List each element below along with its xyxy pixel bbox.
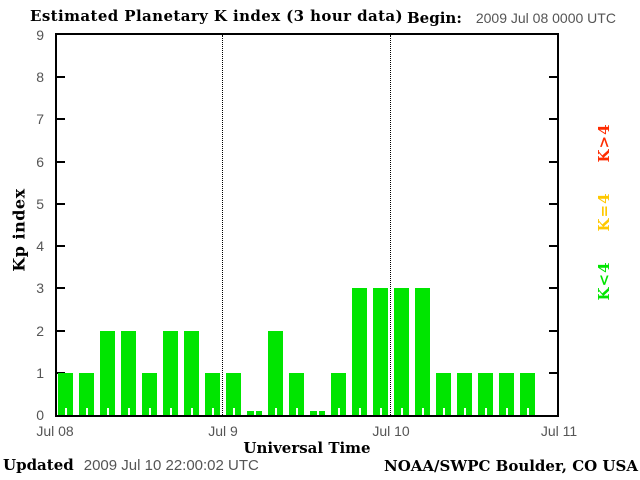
x-tick-notch <box>106 408 109 415</box>
y-tick-label: 6 <box>36 153 44 170</box>
kp-bar <box>331 372 346 415</box>
kp-bar <box>226 372 241 415</box>
plot-frame <box>55 33 559 417</box>
y-tick-label: 8 <box>36 69 44 86</box>
y-tick-right <box>549 76 557 79</box>
x-axis-title: Universal Time <box>243 439 371 457</box>
begin-value: 2009 Jul 08 0000 UTC <box>475 10 616 26</box>
kp-bar <box>520 372 535 415</box>
x-tick-label: Jul 11 <box>540 423 578 439</box>
x-tick-notch <box>64 408 67 415</box>
y-tick-label: 4 <box>36 238 44 255</box>
kp-bar <box>373 288 388 415</box>
updated-value: 2009 Jul 10 22:00:02 UTC <box>83 457 259 474</box>
updated-timestamp: Updated 2009 Jul 10 22:00:02 UTC <box>3 456 259 474</box>
y-tick-right <box>549 202 557 205</box>
kp-bar <box>436 372 451 415</box>
x-tick-notch <box>484 408 487 415</box>
x-tick-notch <box>295 408 298 415</box>
y-tick-left <box>57 245 65 248</box>
y-tick-right <box>549 245 557 248</box>
x-tick-notch <box>274 408 277 415</box>
kp-bar <box>289 372 304 415</box>
kp-bar <box>79 372 94 415</box>
y-tick-label: 7 <box>36 111 44 128</box>
kp-bar <box>415 288 430 415</box>
y-tick-label: 9 <box>36 27 44 43</box>
y-tick-right <box>549 287 557 290</box>
kp-bar <box>184 330 199 415</box>
kp-bar <box>205 372 220 415</box>
kp-bar <box>142 372 157 415</box>
x-tick-notch <box>127 408 130 415</box>
legend-label: K<4 <box>595 261 613 301</box>
y-tick-left <box>57 371 65 374</box>
x-tick-notch <box>463 408 466 415</box>
x-tick-notch <box>253 408 256 415</box>
y-tick-right <box>549 160 557 163</box>
kp-bar <box>499 372 514 415</box>
kp-bar <box>100 330 115 415</box>
kp-bar <box>478 372 493 415</box>
y-tick-label: 3 <box>36 280 44 297</box>
y-tick-left <box>57 118 65 121</box>
x-tick-label: Jul 10 <box>372 423 410 439</box>
kp-bar <box>121 330 136 415</box>
kp-bar <box>352 288 367 415</box>
y-tick-label: 2 <box>36 322 44 339</box>
kp-bar <box>457 372 472 415</box>
y-tick-right <box>549 329 557 332</box>
day-boundary-gridline <box>390 35 391 415</box>
x-tick-notch <box>211 408 214 415</box>
x-tick-label: Jul 9 <box>208 423 238 439</box>
y-tick-left <box>57 287 65 290</box>
y-tick-label: 0 <box>36 407 44 423</box>
x-tick-notch <box>400 408 403 415</box>
y-tick-left <box>57 76 65 79</box>
y-tick-left <box>57 329 65 332</box>
x-tick-label: Jul 08 <box>36 423 74 439</box>
x-tick-notch <box>316 408 319 415</box>
x-tick-notch <box>358 408 361 415</box>
legend-label: K=4 <box>595 192 613 232</box>
x-tick-notch <box>442 408 445 415</box>
credit-text: NOAA/SWPC Boulder, CO USA <box>383 457 638 475</box>
x-tick-notch <box>379 408 382 415</box>
kp-bar <box>163 330 178 415</box>
y-tick-right <box>549 371 557 374</box>
y-tick-left <box>57 160 65 163</box>
legend-label: K>4 <box>595 123 613 163</box>
chart-title: Estimated Planetary K index (3 hour data… <box>30 7 404 25</box>
x-tick-notch <box>337 408 340 415</box>
updated-label: Updated <box>3 456 74 474</box>
x-tick-notch <box>526 408 529 415</box>
y-tick-left <box>57 202 65 205</box>
kp-bar <box>394 288 409 415</box>
x-tick-notch <box>421 408 424 415</box>
kp-bar <box>58 372 73 415</box>
x-tick-notch <box>148 408 151 415</box>
x-tick-notch <box>85 408 88 415</box>
begin-time: Begin: 2009 Jul 08 0000 UTC <box>407 9 616 27</box>
kp-bar <box>268 330 283 415</box>
x-tick-notch <box>232 408 235 415</box>
begin-label: Begin: <box>407 9 462 27</box>
day-boundary-gridline <box>222 35 223 415</box>
x-tick-notch <box>190 408 193 415</box>
y-tick-label: 1 <box>36 364 44 381</box>
x-tick-notch <box>169 408 172 415</box>
y-tick-right <box>549 118 557 121</box>
x-tick-notch <box>505 408 508 415</box>
y-tick-label: 5 <box>36 195 44 212</box>
